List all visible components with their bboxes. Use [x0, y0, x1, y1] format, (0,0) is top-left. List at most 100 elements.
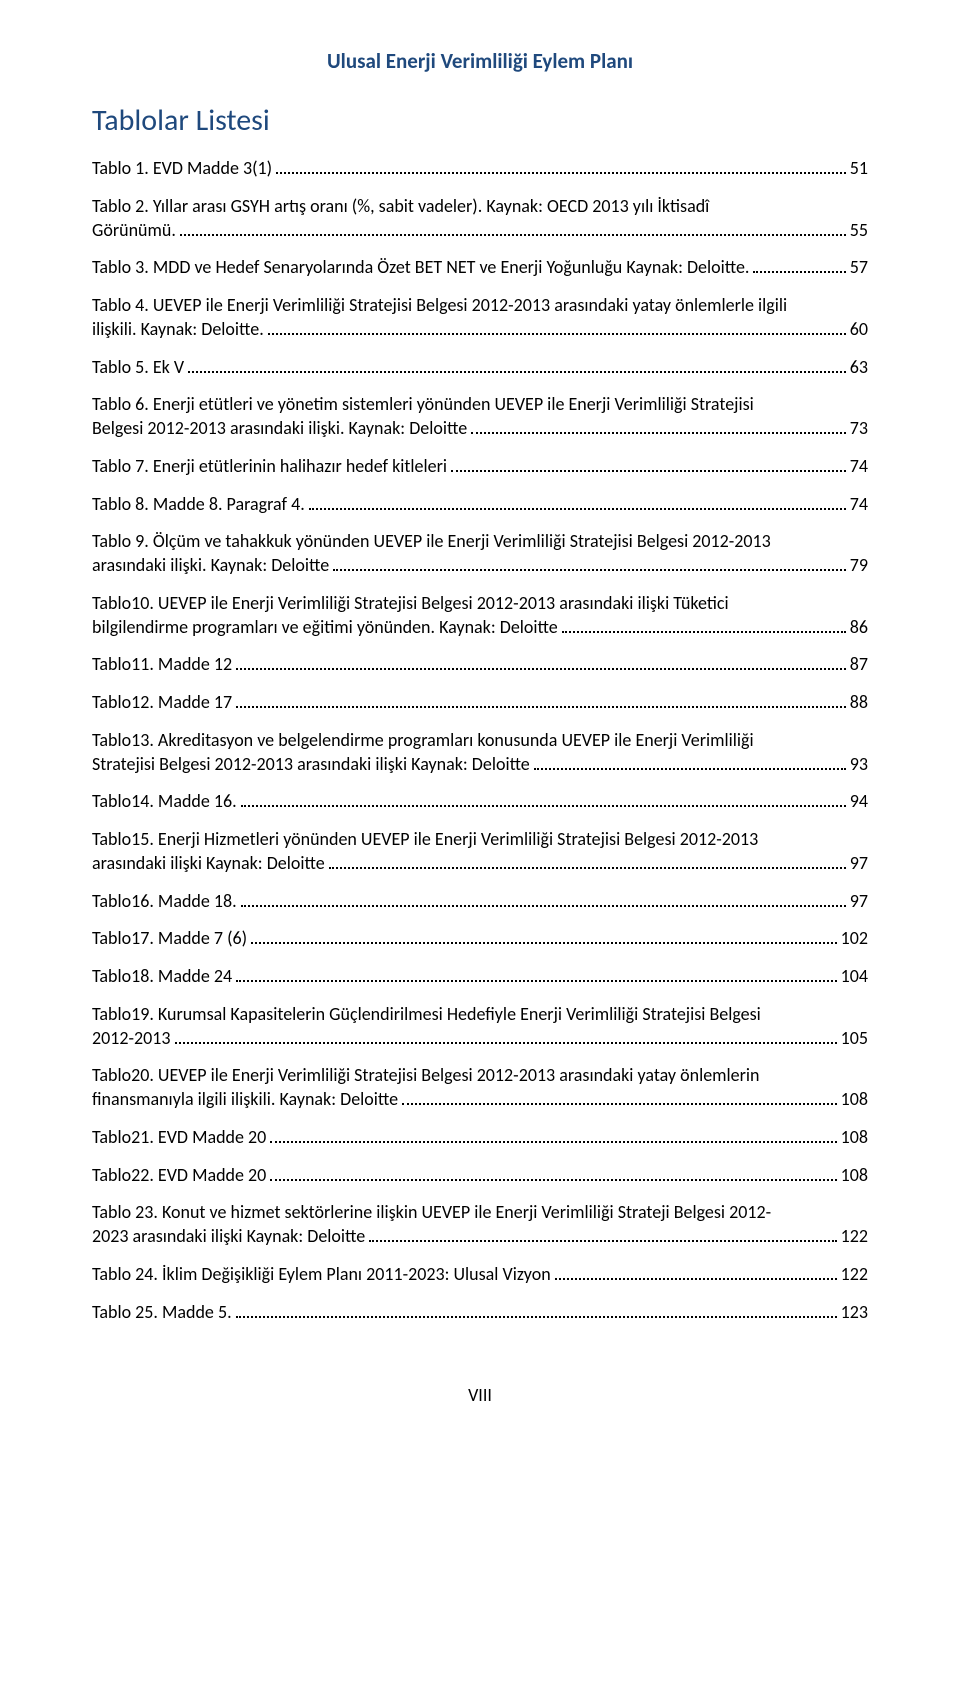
toc-entry[interactable]: Tablo 3. MDD ve Hedef Senaryolarında Öze…	[92, 256, 868, 280]
document-header-title: Ulusal Enerji Verimliliği Eylem Planı	[92, 48, 868, 74]
toc-entry-text: finansmanıyla ilgili ilişkili. Kaynak: D…	[92, 1088, 398, 1112]
toc-leader	[236, 1301, 837, 1317]
toc-entry-text: Tablo21. EVD Madde 20	[92, 1126, 266, 1150]
toc-entry-page: 55	[850, 219, 868, 243]
toc-entry[interactable]: Tablo 5. Ek V 63	[92, 356, 868, 380]
toc-leader	[753, 257, 845, 273]
toc-entry[interactable]: Tablo 4. UEVEP ile Enerji Verimliliği St…	[92, 294, 868, 342]
toc-entry-text: Tablo20. UEVEP ile Enerji Verimliliği St…	[92, 1064, 868, 1088]
toc-entry-page: 122	[841, 1263, 868, 1287]
toc-entry-page: 97	[850, 852, 868, 876]
toc-entry[interactable]: Tablo 6. Enerji etütleri ve yönetim sist…	[92, 393, 868, 441]
toc-leader	[180, 219, 846, 235]
toc-leader	[333, 555, 846, 571]
toc-entry[interactable]: Tablo 2. Yıllar arası GSYH artış oranı (…	[92, 195, 868, 243]
toc-entry-page: 57	[850, 256, 868, 280]
toc-leader	[471, 418, 846, 434]
toc-entry[interactable]: Tablo 7. Enerji etütlerinin halihazır he…	[92, 455, 868, 479]
toc-entry-page: 108	[841, 1088, 868, 1112]
toc-leader	[555, 1264, 837, 1280]
toc-entry-page: 87	[850, 653, 868, 677]
toc-entry-page: 73	[850, 417, 868, 441]
toc-entry[interactable]: Tablo 25. Madde 5. 123	[92, 1301, 868, 1325]
toc-leader	[402, 1089, 837, 1105]
toc-entry[interactable]: Tablo 1. EVD Madde 3(1)51	[92, 157, 868, 181]
toc-entry-text: Tablo 9. Ölçüm ve tahakkuk yönünden UEVE…	[92, 530, 868, 554]
toc-leader	[236, 966, 837, 982]
page-number: VIII	[92, 1384, 868, 1406]
toc-entry-text: Tablo 2. Yıllar arası GSYH artış oranı (…	[92, 195, 868, 219]
toc-entry-text: Tablo22. EVD Madde 20	[92, 1164, 266, 1188]
toc-leader	[175, 1027, 837, 1043]
toc-entry[interactable]: Tablo18. Madde 24 104	[92, 965, 868, 989]
toc-entry-text: 2012-2013	[92, 1027, 171, 1051]
toc-entry[interactable]: Tablo22. EVD Madde 20108	[92, 1164, 868, 1188]
toc-entry-text: Tablo18. Madde 24	[92, 965, 232, 989]
toc-entry-text: ilişkili. Kaynak: Deloitte.	[92, 318, 264, 342]
toc-entry-page: 123	[841, 1301, 868, 1325]
toc-entry[interactable]: Tablo11. Madde 1287	[92, 653, 868, 677]
toc-leader	[236, 692, 846, 708]
toc-leader	[241, 791, 846, 807]
toc-entry-page: 93	[850, 753, 868, 777]
toc-entry-text: arasındaki ilişki. Kaynak: Deloitte	[92, 554, 329, 578]
toc-entry-page: 88	[850, 691, 868, 715]
toc-entry-page: 63	[850, 356, 868, 380]
toc-entry-text: Görünümü.	[92, 219, 176, 243]
toc-entry[interactable]: Tablo14. Madde 16.94	[92, 790, 868, 814]
toc-leader	[451, 456, 846, 472]
toc-entry-page: 97	[850, 890, 868, 914]
toc-leader	[236, 654, 846, 670]
toc-entry[interactable]: Tablo17. Madde 7 (6) 102	[92, 927, 868, 951]
toc-leader	[270, 1164, 836, 1180]
toc-entry[interactable]: Tablo10. UEVEP ile Enerji Verimliliği St…	[92, 592, 868, 640]
toc-entry-page: 122	[841, 1225, 868, 1249]
toc-entry-text: Tablo 23. Konut ve hizmet sektörlerine i…	[92, 1201, 868, 1225]
toc-entry-page: 51	[850, 157, 868, 181]
toc-entry-page: 74	[850, 493, 868, 517]
toc-entry[interactable]: Tablo21. EVD Madde 20108	[92, 1126, 868, 1150]
toc-leader	[309, 493, 846, 509]
toc-entry-text: Tablo 8. Madde 8. Paragraf 4.	[92, 493, 305, 517]
toc-entry-text: Tablo12. Madde 17	[92, 691, 232, 715]
table-of-contents: Tablo 1. EVD Madde 3(1)51 Tablo 2. Yıllar…	[92, 157, 868, 1324]
toc-leader	[270, 1127, 836, 1143]
toc-entry-text: bilgilendirme programları ve eğitimi yön…	[92, 616, 558, 640]
toc-leader	[276, 158, 846, 174]
toc-leader	[188, 356, 846, 372]
toc-leader	[329, 853, 846, 869]
toc-entry-text: Tablo 7. Enerji etütlerinin halihazır he…	[92, 455, 447, 479]
toc-entry-page: 79	[850, 554, 868, 578]
toc-entry-page: 86	[850, 616, 868, 640]
toc-entry-text: Tablo 5. Ek V	[92, 356, 184, 380]
toc-entry[interactable]: Tablo 8. Madde 8. Paragraf 4. 74	[92, 493, 868, 517]
toc-leader	[562, 616, 846, 632]
toc-entry[interactable]: Tablo16. Madde 18. 97	[92, 890, 868, 914]
toc-leader	[251, 928, 837, 944]
toc-entry-text: Tablo 6. Enerji etütleri ve yönetim sist…	[92, 393, 868, 417]
toc-entry[interactable]: Tablo 24. İklim Değişikliği Eylem Planı …	[92, 1263, 868, 1287]
toc-leader	[369, 1226, 836, 1242]
toc-entry[interactable]: Tablo12. Madde 17 88	[92, 691, 868, 715]
toc-entry-page: 94	[850, 790, 868, 814]
toc-entry-text: Tablo 25. Madde 5.	[92, 1301, 232, 1325]
toc-entry[interactable]: Tablo20. UEVEP ile Enerji Verimliliği St…	[92, 1064, 868, 1112]
toc-entry-text: arasındaki ilişki Kaynak: Deloitte	[92, 852, 325, 876]
toc-entry-page: 104	[841, 965, 868, 989]
toc-entry-text: Tablo 3. MDD ve Hedef Senaryolarında Öze…	[92, 256, 749, 280]
toc-leader	[241, 890, 846, 906]
toc-entry-text: Tablo10. UEVEP ile Enerji Verimliliği St…	[92, 592, 868, 616]
toc-entry[interactable]: Tablo13. Akreditasyon ve belgelendirme p…	[92, 729, 868, 777]
toc-entry[interactable]: Tablo15. Enerji Hizmetleri yönünden UEVE…	[92, 828, 868, 876]
toc-entry-text: Tablo 4. UEVEP ile Enerji Verimliliği St…	[92, 294, 868, 318]
toc-entry-text: Tablo17. Madde 7 (6)	[92, 927, 247, 951]
toc-entry-text: Belgesi 2012-2013 arasındaki ilişki. Kay…	[92, 417, 467, 441]
toc-entry[interactable]: Tablo 9. Ölçüm ve tahakkuk yönünden UEVE…	[92, 530, 868, 578]
toc-entry[interactable]: Tablo 23. Konut ve hizmet sektörlerine i…	[92, 1201, 868, 1249]
toc-entry[interactable]: Tablo19. Kurumsal Kapasitelerin Güçlendi…	[92, 1003, 868, 1051]
toc-entry-page: 102	[841, 927, 868, 951]
toc-entry-text: Tablo16. Madde 18.	[92, 890, 237, 914]
toc-entry-page: 105	[841, 1027, 868, 1051]
toc-entry-page: 60	[850, 318, 868, 342]
toc-entry-page: 74	[850, 455, 868, 479]
